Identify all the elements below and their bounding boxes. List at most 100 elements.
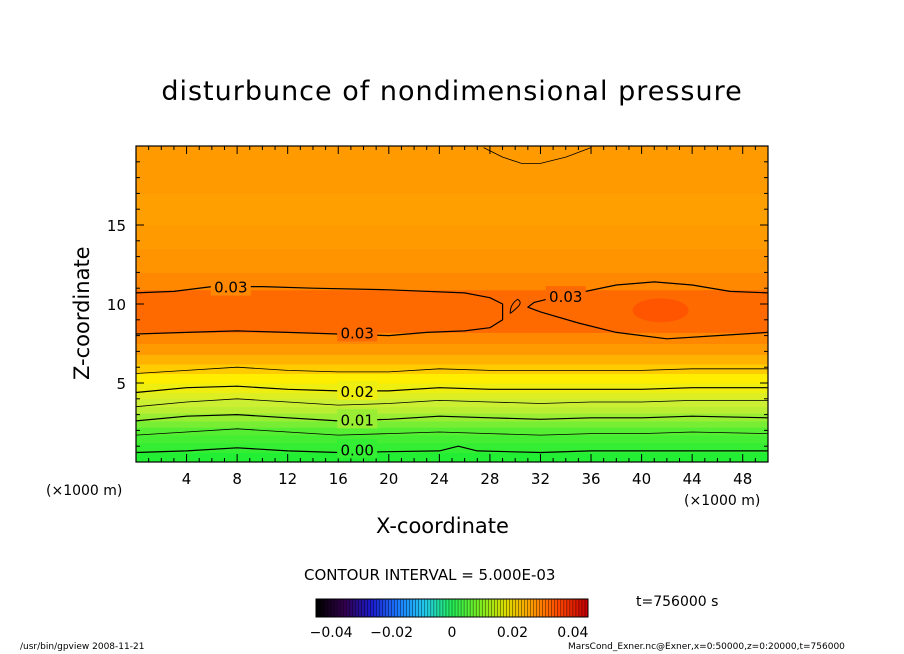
colorbar-cell bbox=[334, 599, 338, 617]
colorbar-cell bbox=[512, 599, 516, 617]
colorbar-cell bbox=[563, 599, 568, 617]
colorbar-cell bbox=[479, 599, 483, 617]
colorbar-cell bbox=[406, 599, 410, 617]
colorbar-cell bbox=[551, 599, 556, 617]
fill-band-19 bbox=[136, 193, 768, 226]
contour-label-bg bbox=[337, 322, 378, 342]
colorbar-cell bbox=[412, 599, 417, 617]
contour-label-bg bbox=[337, 439, 378, 459]
colorbar-cell bbox=[497, 599, 501, 617]
fill-band-5 bbox=[136, 413, 768, 422]
colorbar-cell bbox=[376, 599, 380, 617]
colorbar-cell bbox=[346, 599, 350, 617]
colorbar-cell bbox=[569, 599, 574, 617]
colorbar-cell bbox=[355, 599, 359, 617]
fill-band-4 bbox=[136, 420, 768, 428]
colorbar-cell bbox=[554, 599, 559, 617]
x-tick-label: 44 bbox=[683, 470, 702, 488]
contour-small-loop bbox=[509, 298, 521, 314]
colorbar-tick-label: 0.02 bbox=[497, 625, 528, 641]
colorbar-cell bbox=[467, 599, 471, 617]
x-tick-label: 36 bbox=[581, 470, 600, 488]
colorbar-cell bbox=[572, 599, 577, 617]
x-tick-label: 20 bbox=[379, 470, 398, 488]
contour-label: 0.01 bbox=[340, 411, 373, 429]
contour-line-6 bbox=[135, 286, 504, 337]
colorbar-cell bbox=[491, 599, 495, 617]
colorbar-cell bbox=[436, 599, 441, 617]
colorbar-cell bbox=[388, 599, 392, 617]
colorbar-cell bbox=[575, 599, 580, 617]
colorbar-cell bbox=[400, 599, 404, 617]
colorbar-cell bbox=[418, 599, 423, 617]
contour-line-0 bbox=[135, 445, 768, 454]
contour-label: 0.03 bbox=[340, 324, 373, 342]
contour-label-bg bbox=[545, 286, 586, 306]
colorbar-cell bbox=[379, 599, 383, 617]
colorbar-cell bbox=[500, 599, 504, 617]
fill-band-10 bbox=[136, 373, 768, 384]
y-unit-label: (×1000 m) bbox=[46, 483, 123, 499]
colorbar-cell bbox=[448, 599, 453, 617]
y-tick-label: 15 bbox=[107, 217, 126, 235]
colorbar-cell bbox=[503, 599, 507, 617]
colorbar-cell bbox=[316, 599, 320, 617]
contour-label: 0.03 bbox=[549, 288, 582, 306]
colorbar-cell bbox=[349, 599, 353, 617]
colorbar-cell bbox=[536, 599, 540, 617]
fill-band-14 bbox=[136, 332, 768, 344]
colorbar-cell bbox=[548, 599, 553, 617]
colorbar-tick-label: −0.02 bbox=[370, 625, 413, 641]
fill-band-7 bbox=[136, 398, 768, 408]
contour-line-5 bbox=[135, 366, 768, 374]
colorbar-cell bbox=[382, 599, 386, 617]
max-region-ellipse bbox=[632, 298, 689, 323]
colorbar-cell bbox=[397, 599, 401, 617]
colorbar-cell bbox=[521, 599, 525, 617]
fill-band-18 bbox=[136, 225, 768, 250]
contour-line-2 bbox=[135, 414, 769, 422]
contour-labels: 0.03 0.03 0.03 0.02 0.01 0.00 bbox=[210, 276, 586, 459]
fill-band-0 bbox=[136, 452, 768, 463]
colorbar-cell bbox=[509, 599, 513, 617]
colorbar-cell bbox=[373, 599, 377, 617]
colorbar-cell bbox=[476, 599, 480, 617]
colorbar-cell bbox=[439, 599, 444, 617]
colorbar-cell bbox=[527, 599, 531, 617]
footer-left: /usr/bin/gpview 2008-11-21 bbox=[20, 642, 145, 652]
colorbar-tick-label: −0.04 bbox=[310, 625, 353, 641]
colorbar-cell bbox=[433, 599, 438, 617]
contour-interval: CONTOUR INTERVAL = 5.000E-03 bbox=[304, 566, 556, 584]
colorbar-tick-label: 0 bbox=[448, 625, 457, 641]
x-axis-label: X-coordinate bbox=[376, 514, 509, 538]
colorbar-cell bbox=[464, 599, 468, 617]
colorbar-cell bbox=[533, 599, 537, 617]
fill-band-13 bbox=[136, 343, 768, 356]
contour-label-bg bbox=[210, 276, 251, 296]
x-tick-label: 24 bbox=[430, 470, 449, 488]
x-unit-label: (×1000 m) bbox=[684, 493, 761, 509]
contour-label: 0.03 bbox=[214, 279, 247, 297]
colorbar-cell bbox=[581, 599, 586, 617]
colorbar-cell bbox=[578, 599, 583, 617]
fill-band-3 bbox=[136, 427, 768, 436]
colorbar-cell bbox=[331, 599, 335, 617]
colorbar-cell bbox=[421, 599, 426, 617]
contour-line-4 bbox=[135, 385, 768, 394]
colorbar: −0.04 −0.02 0 0.02 0.04 bbox=[310, 598, 589, 641]
colorbar-cell bbox=[430, 599, 435, 617]
y-axis-label: Z-coordinate bbox=[70, 246, 94, 380]
contour-label-bg bbox=[337, 409, 378, 429]
colorbar-cell bbox=[367, 599, 371, 617]
contour-line-8 bbox=[483, 147, 592, 164]
colorbar-cell bbox=[557, 599, 562, 617]
footer-right: MarsCond_Exner.nc@Exner,x=0:50000,z=0:20… bbox=[568, 642, 845, 652]
fill-bands bbox=[136, 146, 768, 463]
colorbar-cell bbox=[458, 599, 462, 617]
colorbar-cell bbox=[328, 599, 332, 617]
colorbar-cell bbox=[473, 599, 477, 617]
colorbar-cell bbox=[455, 599, 459, 617]
colorbar-cell bbox=[340, 599, 344, 617]
